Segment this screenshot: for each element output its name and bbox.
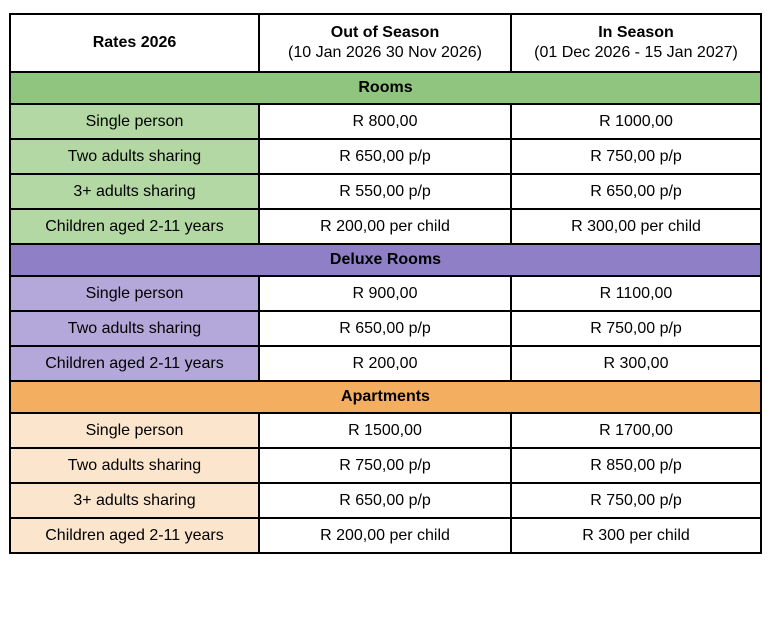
table-row: Two adults sharing R 650,00 p/p R 750,00…: [9, 310, 762, 347]
column-header-in-season: In Season (01 Dec 2026 - 15 Jan 2027): [510, 13, 762, 73]
table-row: 3+ adults sharing R 650,00 p/p R 750,00 …: [9, 482, 762, 519]
in-season-rate: R 750,00 p/p: [510, 138, 762, 175]
in-season-rate: R 650,00 p/p: [510, 173, 762, 210]
row-label: Single person: [9, 275, 260, 312]
table-row: Single person R 800,00 R 1000,00: [9, 103, 762, 140]
in-season-rate: R 750,00 p/p: [510, 482, 762, 519]
out-of-season-rate: R 650,00 p/p: [258, 310, 512, 347]
section-header-rooms: Rooms: [9, 71, 762, 105]
row-label: Children aged 2-11 years: [9, 517, 260, 554]
out-of-season-rate: R 200,00: [258, 345, 512, 382]
table-title: Rates 2026: [9, 13, 260, 73]
section-title-rooms: Rooms: [9, 71, 762, 105]
in-season-rate: R 850,00 p/p: [510, 447, 762, 484]
in-season-rate: R 300,00 per child: [510, 208, 762, 245]
out-of-season-rate: R 650,00 p/p: [258, 482, 512, 519]
row-label: Children aged 2-11 years: [9, 345, 260, 382]
out-of-season-rate: R 200,00 per child: [258, 517, 512, 554]
row-label: Two adults sharing: [9, 138, 260, 175]
out-of-season-title: Out of Season: [330, 24, 440, 41]
out-of-season-rate: R 550,00 p/p: [258, 173, 512, 210]
row-label: 3+ adults sharing: [9, 173, 260, 210]
in-season-rate: R 1100,00: [510, 275, 762, 312]
out-of-season-rate: R 900,00: [258, 275, 512, 312]
in-season-rate: R 750,00 p/p: [510, 310, 762, 347]
out-of-season-rate: R 200,00 per child: [258, 208, 512, 245]
row-label: Children aged 2-11 years: [9, 208, 260, 245]
table-row: Two adults sharing R 750,00 p/p R 850,00…: [9, 447, 762, 484]
table-row: Children aged 2-11 years R 200,00 R 300,…: [9, 345, 762, 382]
table-row: Children aged 2-11 years R 200,00 per ch…: [9, 208, 762, 245]
row-label: Single person: [9, 103, 260, 140]
in-season-title: In Season: [598, 24, 674, 41]
row-label: Single person: [9, 412, 260, 449]
rates-table: Rates 2026 Out of Season (10 Jan 2026 30…: [9, 13, 762, 554]
section-title-deluxe-rooms: Deluxe Rooms: [9, 243, 762, 277]
table-row: Children aged 2-11 years R 200,00 per ch…: [9, 517, 762, 554]
in-season-rate: R 300,00: [510, 345, 762, 382]
in-season-rate: R 1700,00: [510, 412, 762, 449]
table-row: Single person R 900,00 R 1100,00: [9, 275, 762, 312]
table-row: Two adults sharing R 650,00 p/p R 750,00…: [9, 138, 762, 175]
section-header-deluxe-rooms: Deluxe Rooms: [9, 243, 762, 277]
section-title-apartments: Apartments: [9, 380, 762, 414]
out-of-season-rate: R 750,00 p/p: [258, 447, 512, 484]
out-of-season-dates: (10 Jan 2026 30 Nov 2026): [288, 44, 482, 61]
out-of-season-rate: R 800,00: [258, 103, 512, 140]
table-row: Single person R 1500,00 R 1700,00: [9, 412, 762, 449]
out-of-season-rate: R 1500,00: [258, 412, 512, 449]
table-header-row: Rates 2026 Out of Season (10 Jan 2026 30…: [9, 13, 762, 73]
section-header-apartments: Apartments: [9, 380, 762, 414]
row-label: 3+ adults sharing: [9, 482, 260, 519]
out-of-season-rate: R 650,00 p/p: [258, 138, 512, 175]
row-label: Two adults sharing: [9, 310, 260, 347]
in-season-rate: R 1000,00: [510, 103, 762, 140]
table-row: 3+ adults sharing R 550,00 p/p R 650,00 …: [9, 173, 762, 210]
in-season-rate: R 300 per child: [510, 517, 762, 554]
in-season-dates: (01 Dec 2026 - 15 Jan 2027): [534, 44, 738, 61]
row-label: Two adults sharing: [9, 447, 260, 484]
column-header-out-of-season: Out of Season (10 Jan 2026 30 Nov 2026): [258, 13, 512, 73]
